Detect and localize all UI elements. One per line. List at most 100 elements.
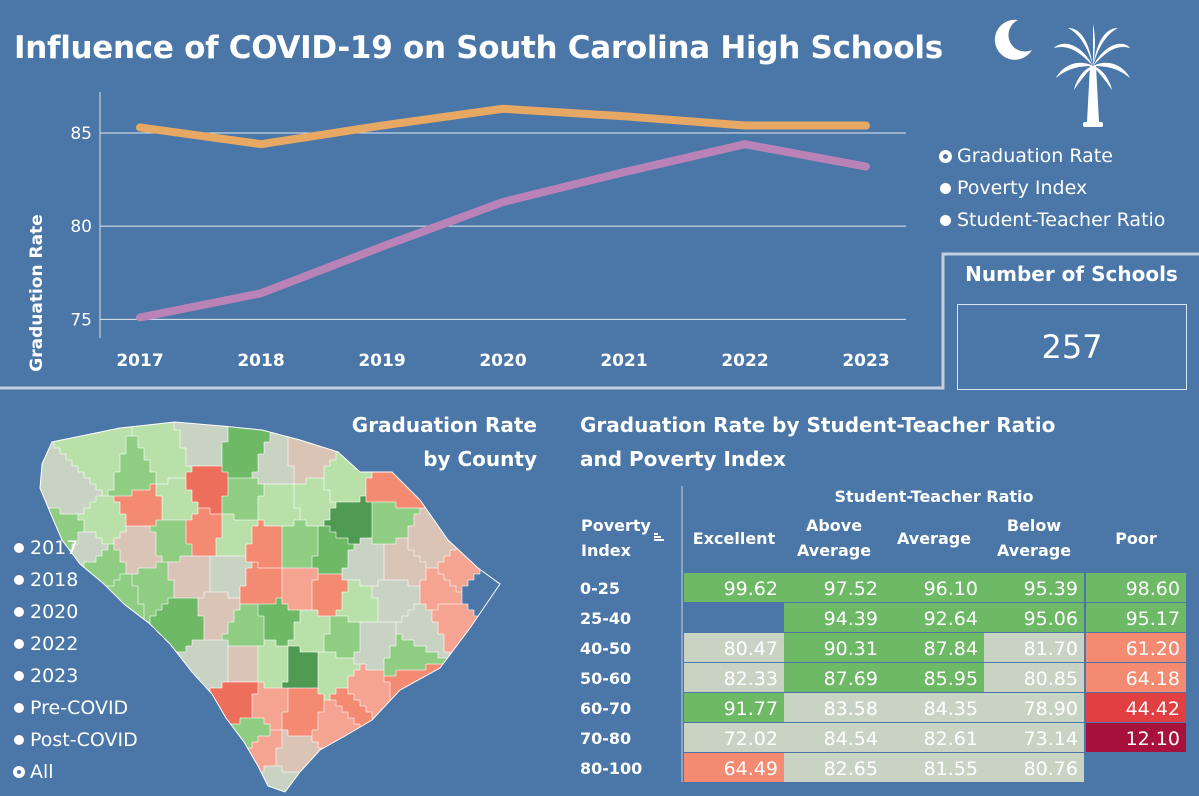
county-region[interactable] bbox=[114, 544, 156, 550]
county-region[interactable] bbox=[96, 532, 120, 538]
county-region[interactable] bbox=[216, 730, 270, 736]
county-region[interactable] bbox=[312, 730, 366, 736]
county-region[interactable] bbox=[258, 670, 288, 676]
county-region[interactable] bbox=[318, 550, 348, 556]
county-region[interactable] bbox=[258, 520, 264, 526]
county-region[interactable] bbox=[282, 418, 354, 424]
county-region[interactable] bbox=[408, 580, 420, 586]
county-region[interactable] bbox=[264, 640, 276, 646]
county-region[interactable] bbox=[186, 526, 222, 532]
county-region[interactable] bbox=[84, 508, 120, 514]
county-region[interactable] bbox=[342, 436, 372, 442]
county-region[interactable] bbox=[330, 526, 372, 532]
county-region[interactable] bbox=[438, 628, 492, 634]
heatmap-cell[interactable] bbox=[984, 603, 1084, 632]
county-region[interactable] bbox=[66, 454, 120, 460]
county-region[interactable] bbox=[282, 400, 360, 406]
county-region[interactable] bbox=[390, 694, 516, 700]
county-region[interactable] bbox=[336, 532, 372, 538]
county-region[interactable] bbox=[132, 400, 168, 406]
county-region[interactable] bbox=[324, 634, 360, 640]
county-region[interactable] bbox=[426, 604, 438, 610]
county-region[interactable] bbox=[114, 478, 156, 484]
county-region[interactable] bbox=[318, 652, 336, 658]
county-region[interactable] bbox=[0, 496, 12, 502]
county-region[interactable] bbox=[324, 706, 342, 712]
county-region[interactable] bbox=[174, 712, 252, 718]
county-region[interactable] bbox=[216, 538, 252, 544]
county-region[interactable] bbox=[396, 622, 438, 628]
county-region[interactable] bbox=[114, 538, 156, 544]
county-region[interactable] bbox=[438, 496, 498, 502]
county-region[interactable] bbox=[36, 424, 132, 430]
county-region[interactable] bbox=[378, 718, 396, 724]
county-region[interactable] bbox=[312, 598, 342, 604]
county-region[interactable] bbox=[474, 472, 516, 478]
county-region[interactable] bbox=[372, 466, 486, 472]
county-region[interactable] bbox=[210, 574, 246, 580]
county-region[interactable] bbox=[330, 616, 348, 622]
county-region[interactable] bbox=[288, 658, 318, 664]
heatmap-cell[interactable] bbox=[884, 633, 984, 662]
county-region[interactable] bbox=[126, 448, 144, 454]
county-region[interactable] bbox=[342, 568, 384, 574]
county-region[interactable] bbox=[72, 544, 108, 550]
county-region[interactable] bbox=[396, 640, 414, 646]
year-option-pre-covid[interactable]: Pre-COVID bbox=[14, 692, 138, 724]
county-region[interactable] bbox=[204, 772, 258, 778]
county-region[interactable] bbox=[0, 652, 6, 658]
county-region[interactable] bbox=[282, 724, 318, 730]
county-region[interactable] bbox=[276, 760, 330, 766]
county-region[interactable] bbox=[456, 586, 462, 592]
county-region[interactable] bbox=[120, 574, 132, 580]
county-region[interactable] bbox=[342, 772, 408, 778]
county-region[interactable] bbox=[174, 586, 210, 592]
county-region[interactable] bbox=[312, 736, 372, 742]
county-region[interactable] bbox=[192, 496, 222, 502]
county-region[interactable] bbox=[258, 652, 288, 658]
county-region[interactable] bbox=[54, 442, 126, 448]
county-region[interactable] bbox=[360, 700, 390, 706]
county-region[interactable] bbox=[144, 730, 216, 736]
county-region[interactable] bbox=[180, 436, 228, 442]
county-region[interactable] bbox=[186, 520, 222, 526]
heatmap-cell[interactable] bbox=[784, 663, 884, 692]
county-region[interactable] bbox=[396, 634, 402, 640]
county-region[interactable] bbox=[318, 610, 336, 616]
county-region[interactable] bbox=[324, 484, 366, 490]
county-region[interactable] bbox=[204, 736, 258, 742]
county-region[interactable] bbox=[222, 466, 258, 472]
county-region[interactable] bbox=[246, 580, 282, 586]
county-region[interactable] bbox=[324, 694, 330, 700]
county-region[interactable] bbox=[288, 646, 300, 652]
county-region[interactable] bbox=[354, 670, 384, 676]
county-region[interactable] bbox=[222, 520, 258, 526]
county-region[interactable] bbox=[222, 448, 264, 454]
county-region[interactable] bbox=[330, 694, 354, 700]
county-region[interactable] bbox=[264, 634, 294, 640]
county-region[interactable] bbox=[342, 790, 360, 796]
county-region[interactable] bbox=[84, 472, 114, 478]
county-region[interactable] bbox=[78, 466, 120, 472]
county-region[interactable] bbox=[168, 658, 228, 664]
county-region[interactable] bbox=[96, 496, 114, 502]
county-region[interactable] bbox=[306, 520, 324, 526]
county-region[interactable] bbox=[168, 568, 210, 574]
county-region[interactable] bbox=[264, 622, 294, 628]
county-region[interactable] bbox=[228, 622, 264, 628]
county-region[interactable] bbox=[300, 772, 342, 778]
data-point[interactable] bbox=[744, 124, 746, 127]
county-region[interactable] bbox=[258, 658, 288, 664]
county-region[interactable] bbox=[372, 502, 396, 508]
county-region[interactable] bbox=[222, 526, 252, 532]
county-region[interactable] bbox=[282, 736, 312, 742]
county-region[interactable] bbox=[216, 550, 246, 556]
county-region[interactable] bbox=[318, 712, 348, 718]
county-region[interactable] bbox=[294, 622, 330, 628]
county-region[interactable] bbox=[384, 568, 426, 574]
county-region[interactable] bbox=[0, 424, 36, 430]
county-region[interactable] bbox=[336, 502, 372, 508]
county-region[interactable] bbox=[150, 526, 186, 532]
county-region[interactable] bbox=[252, 742, 282, 748]
county-region[interactable] bbox=[318, 682, 348, 688]
